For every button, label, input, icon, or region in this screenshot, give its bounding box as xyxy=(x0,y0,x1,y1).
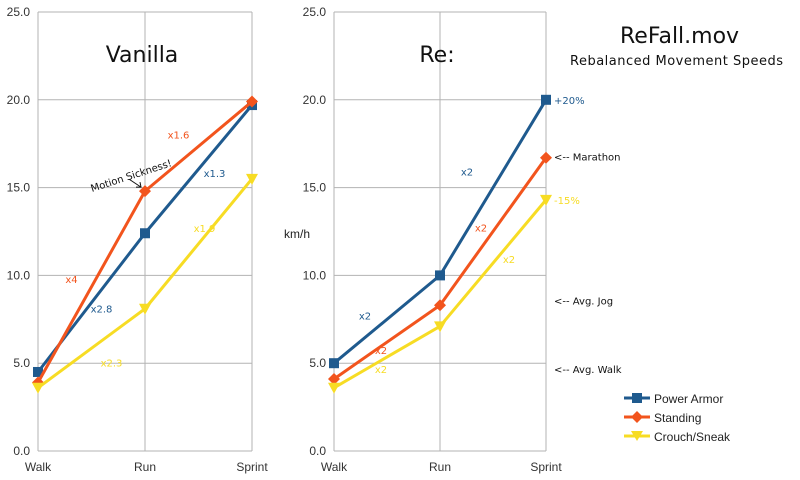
vanilla-annotation-arrow xyxy=(128,178,142,188)
re-point-standing xyxy=(434,299,446,312)
re-segment-label: x2 xyxy=(375,365,387,376)
vanilla-ytick-label: 0.0 xyxy=(13,444,30,458)
vanilla-ytick-label: 25.0 xyxy=(7,5,31,19)
legend-label-power-armor: Power Armor xyxy=(654,392,724,406)
re-point-power-armor xyxy=(329,358,339,369)
vanilla-segment-label: x1.6 xyxy=(168,130,190,141)
legend-item-power-armor: Power Armor xyxy=(622,390,792,409)
vanilla-xtick-label: Run xyxy=(134,460,156,474)
re-xtick-label: Run xyxy=(429,460,451,474)
re-end-label: +20% xyxy=(554,96,585,107)
vanilla-segment-label: x2.3 xyxy=(101,358,123,369)
re-ytick-label: 10.0 xyxy=(303,268,327,282)
re-point-standing xyxy=(328,373,340,386)
legend-item-crouch-sneak: Crouch/Sneak xyxy=(622,428,792,447)
vanilla-ytick-label: 15.0 xyxy=(7,181,31,195)
re-y-axis-label: km/h xyxy=(284,227,310,241)
vanilla-point-power-armor xyxy=(33,366,43,377)
vanilla-point-standing xyxy=(246,95,258,108)
re-segment-label: x2 xyxy=(475,224,487,235)
vanilla-point-standing xyxy=(139,185,151,198)
vanilla-xtick-label: Sprint xyxy=(236,460,268,474)
vanilla-ytick-label: 10.0 xyxy=(7,268,31,282)
re-segment-label: x2 xyxy=(375,346,387,357)
vanilla-segment-label: x2.8 xyxy=(91,305,113,316)
page-title: ReFall.mov xyxy=(620,24,740,49)
re-ytick-label: 20.0 xyxy=(303,93,327,107)
vanilla-point-crouch-sneak xyxy=(246,173,258,185)
re-reference-label: <-- Avg. Walk xyxy=(554,365,622,376)
vanilla-point-crouch-sneak xyxy=(139,303,151,315)
vanilla-segment-label: x4 xyxy=(65,275,77,286)
vanilla-ytick-label: 5.0 xyxy=(13,356,30,370)
re-point-crouch-sneak xyxy=(540,194,552,206)
legend: Power Armor Standing Crouch/Sneak xyxy=(622,390,792,447)
vanilla-chart-title: Vanilla xyxy=(106,43,179,68)
vanilla-point-crouch-sneak xyxy=(32,382,44,394)
re-point-power-armor xyxy=(435,270,445,281)
re-xtick-label: Sprint xyxy=(530,460,562,474)
re-point-power-armor xyxy=(541,94,551,105)
vanilla-annotation-arrowhead xyxy=(136,182,142,188)
re-point-crouch-sneak xyxy=(328,382,340,394)
page-subtitle: Rebalanced Movement Speeds xyxy=(570,54,784,69)
vanilla-ytick-label: 20.0 xyxy=(7,93,31,107)
re-point-standing xyxy=(540,151,552,164)
re-ytick-label: 25.0 xyxy=(303,5,327,19)
re-ytick-label: 5.0 xyxy=(309,356,326,370)
re-segment-label: x2 xyxy=(461,168,473,179)
vanilla-point-power-armor xyxy=(140,228,150,239)
legend-label-standing: Standing xyxy=(654,411,702,425)
vanilla-segment-label: x1.9 xyxy=(194,224,216,235)
re-end-label: -15% xyxy=(554,196,580,207)
re-segment-label: x2 xyxy=(503,255,515,266)
re-xtick-label: Walk xyxy=(321,460,348,474)
re-point-crouch-sneak xyxy=(434,321,446,333)
vanilla-segment-label: x1.3 xyxy=(204,169,226,180)
re-ytick-label: 15.0 xyxy=(303,181,327,195)
vanilla-xtick-label: Walk xyxy=(25,460,52,474)
legend-item-standing: Standing xyxy=(622,409,792,428)
re-chart-title: Re: xyxy=(419,43,454,68)
legend-label-crouch-sneak: Crouch/Sneak xyxy=(654,430,731,444)
re-ytick-label: 0.0 xyxy=(309,444,326,458)
re-reference-label: <-- Marathon xyxy=(554,153,620,164)
re-segment-label: x2 xyxy=(359,311,371,322)
re-reference-label: <-- Avg. Jog xyxy=(554,297,613,308)
